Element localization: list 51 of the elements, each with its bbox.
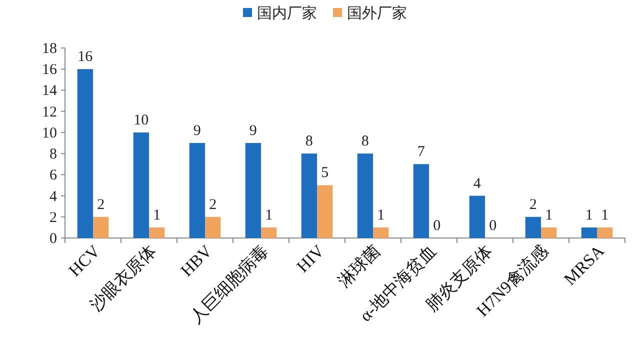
- x-tick-label: 淋球菌: [334, 241, 384, 291]
- y-tick-label: 0: [50, 231, 57, 247]
- data-label: 4: [473, 176, 482, 192]
- y-tick-label: 10: [42, 125, 57, 142]
- y-tick-label: 12: [42, 104, 57, 120]
- y-tick-label: 18: [42, 41, 57, 57]
- legend-label: 国外厂家: [347, 5, 407, 22]
- data-label: 5: [321, 165, 329, 182]
- data-label: 1: [265, 207, 273, 224]
- data-label: 9: [249, 123, 257, 139]
- y-tick-label: 8: [50, 146, 57, 163]
- bar: [541, 227, 557, 238]
- y-tick-label: 16: [42, 62, 58, 78]
- data-label: 0: [489, 218, 497, 234]
- bar: [581, 227, 597, 238]
- data-label: 7: [417, 144, 426, 160]
- data-label: 9: [193, 123, 201, 139]
- bar: [93, 216, 109, 238]
- bar: [205, 216, 221, 238]
- data-label: 8: [305, 134, 313, 150]
- data-label: 0: [433, 218, 441, 234]
- bar: [261, 227, 277, 238]
- data-label: 2: [97, 196, 105, 213]
- data-label: 1: [153, 207, 161, 224]
- data-label: 1: [585, 207, 593, 224]
- bar: [133, 132, 149, 238]
- data-label: 1: [377, 207, 385, 224]
- data-label: 8: [361, 134, 369, 150]
- bar: [373, 227, 389, 238]
- y-tick-label: 6: [50, 168, 58, 184]
- y-tick-label: 4: [50, 188, 58, 205]
- bar: [525, 216, 541, 238]
- bar: [357, 154, 373, 238]
- data-label: 10: [134, 112, 149, 128]
- bar: [469, 196, 485, 238]
- bar: [597, 227, 613, 238]
- bar: [189, 143, 205, 238]
- bar: [413, 164, 429, 238]
- data-label: 1: [545, 207, 553, 224]
- data-label: 2: [209, 196, 217, 213]
- data-label: 1: [601, 207, 609, 224]
- y-tick-label: 14: [42, 83, 58, 100]
- bar: [149, 227, 165, 238]
- legend-label: 国内厂家: [257, 5, 317, 22]
- bar: [301, 154, 317, 238]
- data-label: 16: [78, 49, 94, 66]
- bar: [245, 143, 261, 238]
- bar: [77, 69, 93, 238]
- y-tick-label: 2: [50, 210, 57, 226]
- data-label: 2: [529, 196, 537, 213]
- bar: [317, 185, 333, 238]
